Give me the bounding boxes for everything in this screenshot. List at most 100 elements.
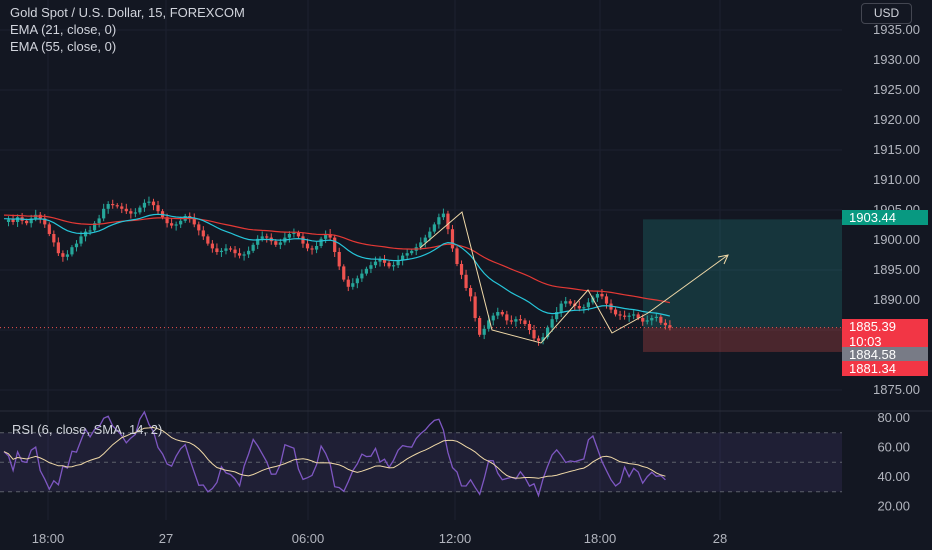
candle-body (505, 314, 509, 321)
candle-body (541, 337, 545, 341)
candle-body (419, 242, 423, 248)
rsi-label[interactable]: RSI (6, close, SMA, 14, 2) (12, 422, 163, 437)
candle-body (328, 234, 332, 238)
candle-body (550, 319, 554, 328)
candle-body (482, 328, 486, 335)
ema21-line (3, 213, 671, 317)
candle-body (364, 268, 368, 274)
candle-body (568, 301, 572, 304)
candle-body (219, 250, 224, 252)
target-price-tag: 1903.44 (842, 210, 928, 225)
candle-body (237, 253, 242, 256)
candle-body (70, 247, 74, 255)
candle-body (636, 314, 640, 318)
candle-body (632, 314, 636, 316)
candle-body (382, 259, 387, 263)
candle-body (564, 301, 568, 304)
chart-legend: Gold Spot / U.S. Dollar, 15, FOREXCOM EM… (10, 4, 245, 55)
candle-body (464, 274, 468, 288)
candle-body (97, 218, 101, 224)
candle-body (61, 253, 65, 257)
price-tick-label: 1900.00 (873, 232, 920, 247)
candle-body (124, 208, 128, 212)
candle-body (305, 243, 310, 249)
drawn-pattern[interactable] (419, 211, 729, 344)
candle-body (319, 238, 323, 246)
candle-body (29, 218, 33, 224)
ema55-label[interactable]: EMA (55, close, 0) (10, 39, 117, 54)
candle-body (247, 250, 251, 255)
candle-body (147, 201, 151, 203)
price-tick-label: 1920.00 (873, 112, 920, 127)
time-axis[interactable]: 18:00 27 06:00 12:00 18:00 28 (32, 531, 728, 546)
candle-body (401, 255, 405, 261)
candle-body (287, 234, 291, 238)
candle-body (577, 306, 581, 309)
candle-body (405, 253, 409, 256)
candle-body (527, 324, 532, 330)
price-tick-label: 1915.00 (873, 142, 920, 157)
ema21-label[interactable]: EMA (21, close, 0) (10, 22, 117, 37)
candle-body (423, 237, 427, 243)
candle-body (373, 261, 378, 266)
stop-price-tag: 1881.34 (842, 361, 928, 376)
candle-body (151, 201, 156, 206)
candle-body (43, 218, 47, 225)
candle-body (641, 318, 645, 322)
candle-body (52, 234, 56, 243)
candle-body (274, 241, 278, 245)
candle-body (586, 302, 590, 308)
candle-body (491, 315, 495, 321)
candle-body (391, 265, 396, 267)
candle-body (618, 314, 622, 316)
long-position-tool[interactable] (0, 219, 842, 352)
candle-body (428, 231, 432, 238)
candle-body (582, 307, 586, 309)
price-tick-label: 1930.00 (873, 52, 920, 67)
candle-body (106, 204, 110, 209)
candle-body (410, 250, 414, 254)
candle-body (604, 296, 609, 304)
candle-body (496, 312, 500, 316)
currency-button[interactable]: USD (861, 3, 912, 24)
candle-body (179, 220, 183, 225)
candle-body (197, 224, 201, 231)
candle-body (138, 207, 142, 213)
grid-lines (0, 0, 932, 520)
candle-body (355, 278, 359, 284)
candle-body (233, 249, 237, 254)
candle-body (165, 217, 169, 224)
candle-body (591, 297, 595, 303)
price-tick-label: 1890.00 (873, 292, 920, 307)
candle-body (500, 312, 504, 315)
candle-body (518, 319, 523, 321)
rsi-tick-label: 80.00 (877, 410, 910, 425)
rsi-tick-label: 60.00 (877, 440, 910, 455)
bar-countdown: 10:03 (849, 334, 882, 349)
time-tick-label: 28 (713, 531, 727, 546)
candle-body (613, 309, 618, 315)
time-tick-label: 27 (159, 531, 173, 546)
candle-body (595, 294, 600, 298)
candle-body (25, 220, 29, 224)
candle-body (201, 230, 205, 237)
candle-body (265, 236, 269, 238)
candle-body (559, 303, 563, 312)
candle-body (473, 296, 477, 318)
candle-body (215, 248, 219, 252)
time-tick-label: 06:00 (292, 531, 325, 546)
candle-body (532, 330, 536, 339)
price-tick-label: 1910.00 (873, 172, 920, 187)
candle-body (555, 312, 559, 320)
symbol-title[interactable]: Gold Spot / U.S. Dollar, 15, FOREXCOM (10, 5, 245, 20)
candle-body (56, 242, 60, 254)
candle-body (450, 229, 455, 249)
candle-body (437, 217, 441, 225)
price-tick-label: 1935.00 (873, 22, 920, 37)
candle-body (668, 325, 672, 328)
candle-body (228, 248, 233, 250)
loss-zone (643, 327, 842, 352)
candle-body (446, 213, 450, 230)
candle-body (88, 230, 92, 232)
